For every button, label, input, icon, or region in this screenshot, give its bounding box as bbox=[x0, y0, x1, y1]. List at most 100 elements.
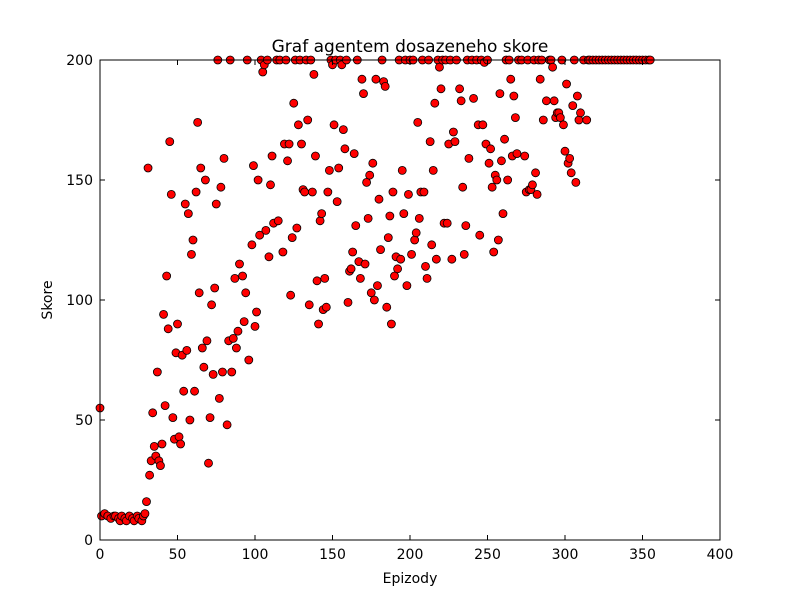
data-point bbox=[297, 139, 306, 149]
data-point bbox=[520, 151, 530, 161]
data-point bbox=[304, 300, 314, 310]
data-point bbox=[509, 91, 519, 101]
data-point bbox=[180, 199, 190, 209]
x-tick-label: 50 bbox=[169, 547, 187, 563]
data-point bbox=[152, 367, 162, 377]
data-point bbox=[157, 439, 167, 449]
data-point bbox=[538, 115, 548, 125]
x-tick-label: 400 bbox=[707, 547, 734, 563]
data-point bbox=[430, 98, 440, 108]
data-point bbox=[348, 247, 358, 257]
data-point bbox=[142, 497, 151, 507]
data-point bbox=[284, 139, 294, 149]
data-point bbox=[422, 273, 432, 283]
data-point bbox=[283, 156, 292, 166]
data-point bbox=[292, 223, 302, 233]
data-point bbox=[211, 199, 221, 209]
data-point bbox=[194, 288, 204, 298]
data-point bbox=[174, 432, 184, 442]
data-point bbox=[571, 177, 581, 187]
data-point bbox=[241, 288, 251, 298]
y-tick-label: 50 bbox=[75, 413, 93, 429]
data-point bbox=[287, 233, 297, 243]
data-point bbox=[565, 153, 575, 163]
data-point bbox=[204, 458, 213, 468]
data-point bbox=[450, 137, 460, 147]
data-point bbox=[238, 271, 248, 281]
data-point bbox=[317, 209, 327, 219]
data-point bbox=[393, 264, 403, 274]
data-point bbox=[190, 386, 199, 396]
data-point bbox=[399, 209, 409, 219]
x-axis-ticks: 0 50 100 150 200 250 300 350 400 bbox=[96, 60, 734, 563]
data-point bbox=[202, 336, 212, 346]
data-point bbox=[182, 345, 192, 355]
data-point bbox=[458, 182, 468, 192]
data-point bbox=[183, 209, 193, 219]
y-axis-ticks: 0 50 100 150 200 bbox=[66, 53, 720, 549]
data-point bbox=[187, 249, 196, 259]
data-point bbox=[247, 240, 257, 250]
data-point bbox=[362, 177, 372, 187]
data-point bbox=[219, 153, 229, 163]
data-point bbox=[267, 151, 277, 161]
data-point bbox=[503, 175, 513, 185]
data-point bbox=[239, 317, 249, 327]
y-tick-label: 200 bbox=[66, 53, 93, 69]
data-point bbox=[435, 62, 444, 72]
data-point bbox=[351, 221, 361, 231]
data-point bbox=[428, 165, 438, 175]
x-tick-label: 250 bbox=[474, 547, 501, 563]
data-point bbox=[388, 187, 398, 197]
data-point bbox=[500, 134, 509, 144]
data-point bbox=[176, 439, 186, 449]
data-point bbox=[303, 115, 313, 125]
data-point bbox=[478, 120, 488, 130]
data-point bbox=[253, 175, 263, 185]
data-point bbox=[334, 163, 344, 173]
x-tick-label: 350 bbox=[629, 547, 656, 563]
x-tick-label: 150 bbox=[319, 547, 346, 563]
data-point bbox=[266, 180, 275, 190]
y-tick-label: 0 bbox=[84, 533, 93, 549]
data-point bbox=[359, 89, 368, 98]
data-point bbox=[321, 302, 331, 312]
data-point bbox=[235, 259, 244, 269]
data-point bbox=[143, 163, 153, 173]
data-point bbox=[461, 221, 471, 231]
data-point bbox=[511, 113, 520, 122]
data-point bbox=[343, 297, 353, 307]
data-point bbox=[207, 300, 217, 310]
data-point bbox=[233, 326, 243, 336]
data-point bbox=[338, 125, 348, 135]
data-point bbox=[311, 151, 320, 161]
data-point bbox=[374, 194, 384, 204]
y-tick-label: 150 bbox=[66, 173, 93, 189]
data-point bbox=[148, 408, 158, 418]
data-point bbox=[535, 74, 545, 84]
data-point bbox=[413, 118, 423, 127]
data-point bbox=[447, 254, 457, 264]
data-point bbox=[200, 175, 210, 185]
data-point bbox=[396, 254, 406, 264]
data-point bbox=[385, 211, 395, 221]
data-point bbox=[486, 144, 496, 154]
data-point bbox=[323, 187, 333, 197]
data-point bbox=[376, 245, 385, 255]
data-point bbox=[497, 156, 506, 166]
data-point bbox=[542, 96, 551, 106]
data-point bbox=[210, 283, 220, 293]
data-point bbox=[273, 216, 283, 226]
data-point bbox=[320, 273, 330, 283]
data-point bbox=[309, 70, 319, 79]
data-point bbox=[315, 216, 325, 226]
data-point bbox=[404, 189, 413, 199]
data-point bbox=[173, 319, 182, 329]
data-point bbox=[231, 343, 241, 353]
data-point bbox=[286, 290, 296, 300]
x-axis-label: Epizody bbox=[383, 571, 438, 587]
data-point bbox=[222, 420, 232, 430]
data-point bbox=[368, 158, 378, 168]
data-point bbox=[252, 307, 261, 317]
